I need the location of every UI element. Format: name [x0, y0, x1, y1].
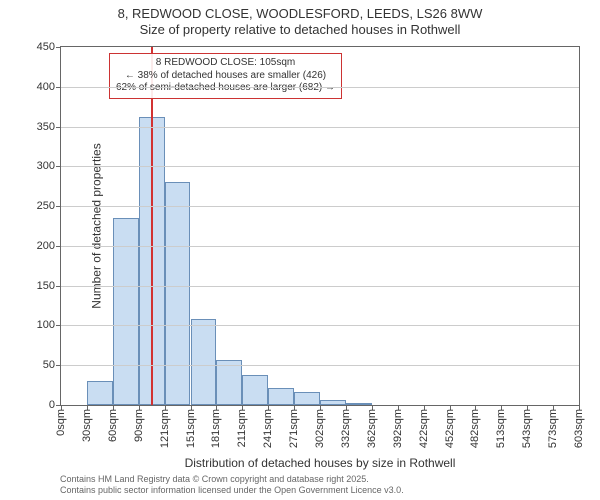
footer-line-2: Contains public sector information licen…: [60, 485, 404, 496]
chart-container: 8, REDWOOD CLOSE, WOODLESFORD, LEEDS, LS…: [0, 0, 600, 500]
y-tick-label: 100: [37, 319, 61, 331]
y-tick-label: 250: [37, 200, 61, 212]
plot-area: 8 REDWOOD CLOSE: 105sqm ← 38% of detache…: [60, 46, 580, 406]
title-line-2: Size of property relative to detached ho…: [0, 22, 600, 38]
grid-line: [61, 365, 579, 366]
grid-line: [61, 87, 579, 88]
histogram-bar: [242, 375, 268, 405]
annotation-line-2: ← 38% of detached houses are smaller (42…: [116, 70, 335, 83]
y-tick-label: 200: [37, 240, 61, 252]
histogram-bar: [216, 360, 242, 405]
annotation-line-1: 8 REDWOOD CLOSE: 105sqm: [116, 57, 335, 70]
reference-line: [151, 47, 153, 405]
histogram-bar: [268, 388, 294, 406]
title-line-1: 8, REDWOOD CLOSE, WOODLESFORD, LEEDS, LS…: [0, 6, 600, 22]
histogram-bar: [294, 392, 320, 405]
y-tick-label: 150: [37, 280, 61, 292]
grid-line: [61, 206, 579, 207]
grid-line: [61, 246, 579, 247]
annotation-line-3: 62% of semi-detached houses are larger (…: [116, 82, 335, 95]
y-tick-label: 350: [37, 121, 61, 133]
grid-line: [61, 166, 579, 167]
x-tick-label: 362sqm: [366, 405, 378, 448]
x-tick-label: 211sqm: [236, 405, 248, 447]
y-tick-label: 300: [37, 160, 61, 172]
histogram-bar: [191, 319, 217, 405]
x-tick-label: 482sqm: [469, 405, 481, 448]
x-tick-label: 543sqm: [521, 405, 533, 448]
x-tick-label: 241sqm: [262, 405, 274, 448]
x-tick-label: 422sqm: [418, 405, 430, 448]
x-tick-label: 452sqm: [444, 405, 456, 448]
x-tick-label: 121sqm: [159, 405, 171, 448]
x-tick-label: 181sqm: [210, 405, 222, 448]
x-tick-label: 332sqm: [340, 405, 352, 448]
x-tick-label: 151sqm: [185, 405, 197, 448]
grid-line: [61, 325, 579, 326]
grid-line: [61, 286, 579, 287]
x-tick-label: 271sqm: [288, 405, 300, 448]
x-tick-label: 60sqm: [107, 405, 119, 442]
x-tick-label: 90sqm: [133, 405, 145, 442]
x-tick-label: 513sqm: [495, 405, 507, 448]
histogram-bar: [165, 182, 191, 405]
x-tick-label: 392sqm: [392, 405, 404, 448]
bars-layer: [61, 47, 579, 405]
histogram-bar: [87, 381, 113, 405]
footer-line-1: Contains HM Land Registry data © Crown c…: [60, 474, 404, 485]
y-tick-label: 450: [37, 41, 61, 53]
x-axis-label: Distribution of detached houses by size …: [60, 456, 580, 470]
x-tick-label: 603sqm: [573, 405, 585, 448]
y-tick-label: 50: [43, 359, 61, 371]
y-tick-label: 400: [37, 81, 61, 93]
x-tick-label: 573sqm: [547, 405, 559, 448]
x-tick-label: 30sqm: [81, 405, 93, 442]
x-tick-label: 0sqm: [55, 405, 67, 436]
annotation-box: 8 REDWOOD CLOSE: 105sqm ← 38% of detache…: [109, 53, 342, 99]
footer-attribution: Contains HM Land Registry data © Crown c…: [60, 474, 404, 496]
grid-line: [61, 127, 579, 128]
chart-title: 8, REDWOOD CLOSE, WOODLESFORD, LEEDS, LS…: [0, 0, 600, 39]
x-tick-label: 302sqm: [314, 405, 326, 448]
